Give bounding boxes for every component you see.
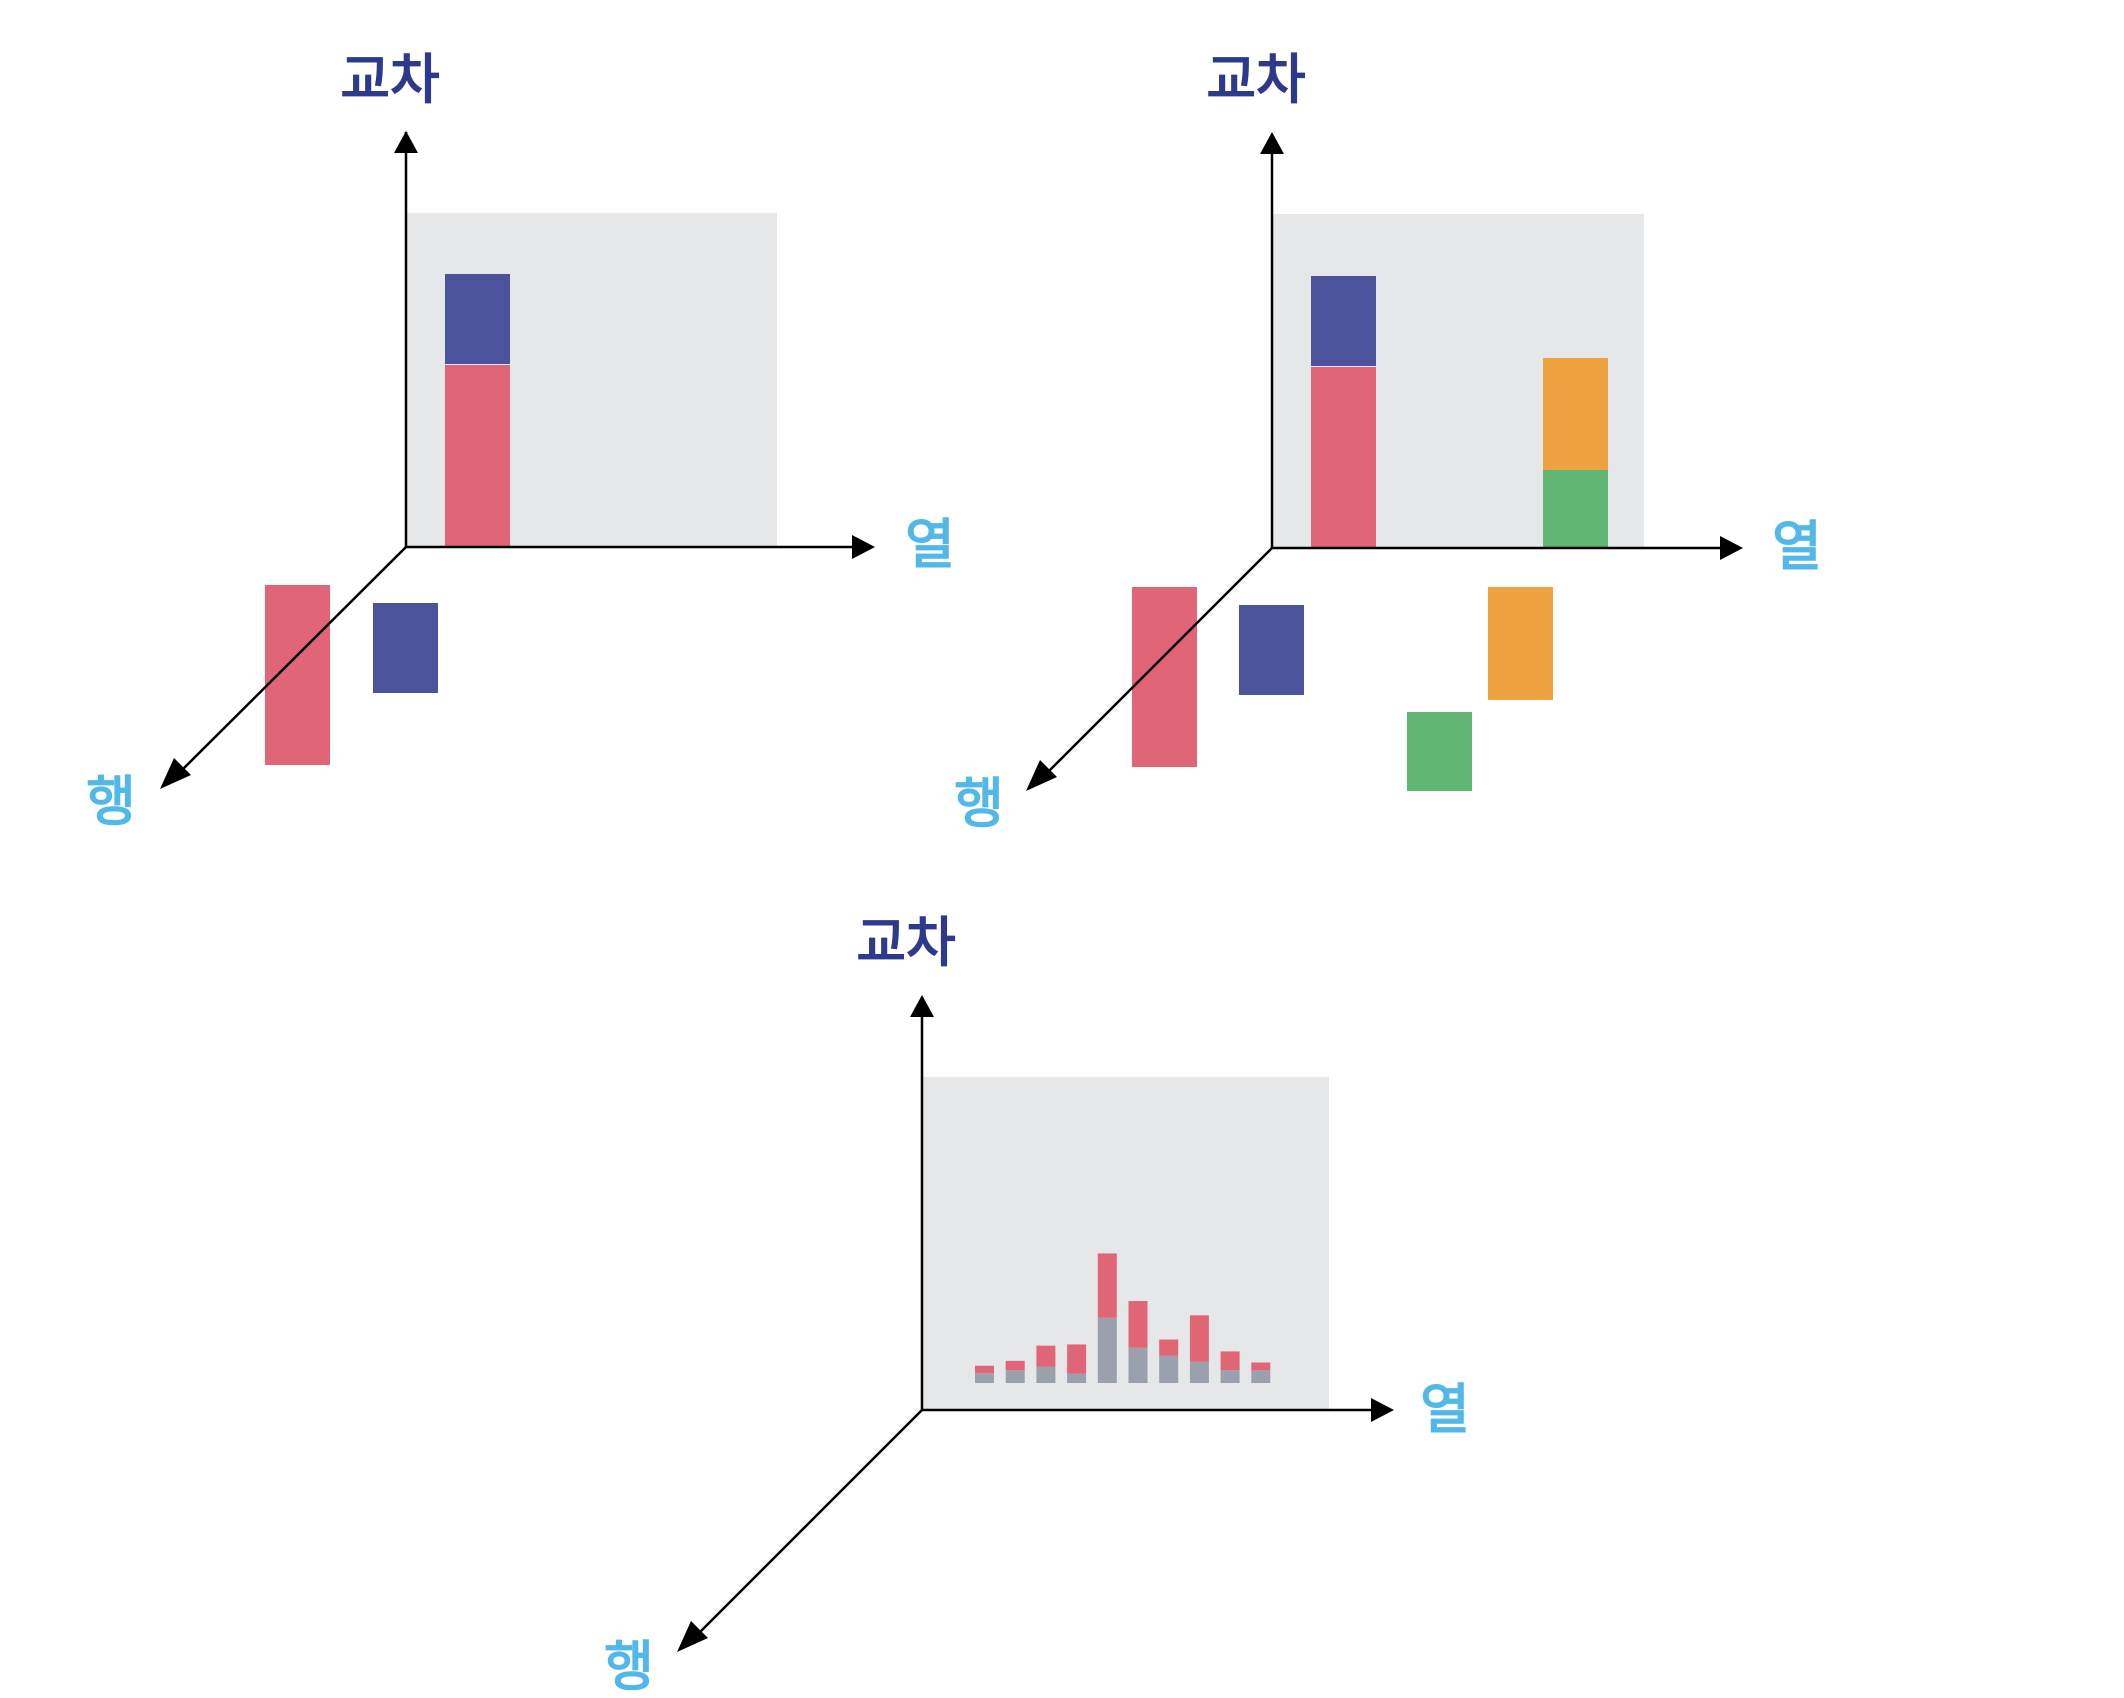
bar-grey-segment	[1159, 1355, 1179, 1383]
bar-grey-segment	[975, 1373, 994, 1383]
row-axis-arrowhead	[160, 758, 191, 789]
cross-bar-green	[1543, 470, 1608, 548]
diagram-top-left: 교차 열 행	[86, 48, 955, 833]
row-bar-blue	[1239, 605, 1304, 695]
bar-red-segment	[1067, 1344, 1087, 1374]
panel-bottom	[922, 1077, 1329, 1410]
bar-grey-segment	[1128, 1347, 1148, 1383]
column-axis-arrowhead	[1371, 1398, 1394, 1422]
row-axis	[176, 546, 407, 776]
bar-red-segment	[975, 1365, 994, 1374]
column-axis-arrowhead	[1720, 536, 1743, 560]
column-label: 열	[1420, 1378, 1470, 1441]
cross-axis-arrowhead	[1260, 132, 1284, 154]
bar-red-segment	[1159, 1339, 1179, 1356]
cross-bar-orange	[1543, 358, 1608, 470]
cross-label: 교차	[1206, 48, 1306, 111]
bar-grey-segment	[1220, 1370, 1240, 1383]
row-bar-red	[265, 585, 330, 765]
cross-axis-arrowhead	[910, 995, 934, 1017]
row-axis-arrowhead	[1026, 760, 1057, 791]
bar-red-segment	[1036, 1345, 1056, 1367]
row-label: 행	[86, 770, 136, 833]
bar-red-segment	[1005, 1360, 1025, 1371]
bar-red-segment	[1189, 1315, 1209, 1362]
row-axis-arrowhead	[677, 1621, 708, 1652]
bar-grey-segment	[1189, 1361, 1209, 1383]
column-label: 열	[905, 513, 955, 576]
diagram-top-right: 교차 열 행	[954, 48, 1822, 835]
row-bar-green	[1407, 712, 1472, 791]
bar-red-segment	[1251, 1362, 1271, 1371]
row-label: 행	[604, 1635, 654, 1698]
bar-grey-segment	[1005, 1370, 1025, 1383]
bar-grey-segment	[1097, 1317, 1117, 1383]
row-axis	[1042, 547, 1273, 778]
cross-bar-red	[1311, 367, 1376, 548]
stacked-bars	[975, 1253, 1271, 1383]
cross-label: 교차	[856, 911, 956, 974]
row-label: 행	[954, 772, 1004, 835]
diagram-bottom: 교차 열 행	[604, 911, 1470, 1698]
bar-grey-segment	[1036, 1366, 1056, 1383]
bar-grey-segment	[1067, 1373, 1087, 1383]
cross-axis-arrowhead	[394, 131, 418, 153]
bar-red-segment	[1097, 1253, 1117, 1318]
cross-bar-red	[445, 365, 510, 547]
row-bar-orange	[1488, 587, 1553, 700]
row-bar-blue	[373, 603, 438, 693]
row-axis	[693, 1409, 923, 1639]
cross-bar-blue	[1311, 276, 1376, 366]
column-axis-arrowhead	[852, 535, 875, 559]
column-label: 열	[1772, 515, 1822, 578]
bar-grey-segment	[1251, 1370, 1271, 1383]
bar-red-segment	[1220, 1351, 1240, 1371]
bar-red-segment	[1128, 1301, 1148, 1348]
cross-label: 교차	[340, 48, 440, 111]
cross-bar-blue	[445, 274, 510, 364]
